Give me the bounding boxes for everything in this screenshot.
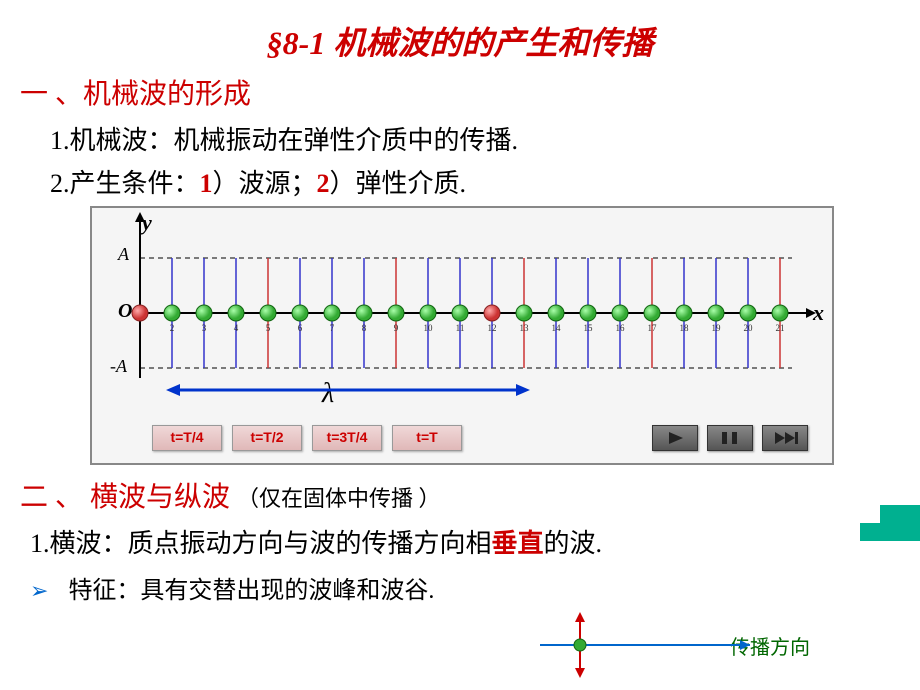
time-button[interactable]: t=3T/4 xyxy=(312,425,382,451)
transverse-wave-def: 1.横波：质点振动方向与波的传播方向相垂直的波. xyxy=(30,523,920,560)
definition-2: 2.产生条件：1）波源；2）弹性介质. xyxy=(50,163,920,200)
svg-text:14: 14 xyxy=(552,323,562,333)
propagation-diagram xyxy=(520,610,780,680)
svg-text:6: 6 xyxy=(298,323,303,333)
svg-text:5: 5 xyxy=(266,323,271,333)
definition-1: 1.机械波：机械振动在弹性介质中的传播. xyxy=(50,120,920,157)
svg-text:19: 19 xyxy=(712,323,722,333)
svg-text:7: 7 xyxy=(330,323,335,333)
svg-text:11: 11 xyxy=(456,323,465,333)
svg-text:20: 20 xyxy=(744,323,754,333)
svg-text:13: 13 xyxy=(520,323,530,333)
feature-line: ➢ 特征：具有交替出现的波峰和波谷. xyxy=(30,570,920,605)
svg-text:10: 10 xyxy=(424,323,434,333)
wave-diagram: y A O -A x λ 234567891011121314151617181… xyxy=(90,206,834,465)
section-1-heading: 一 、机械波的形成 xyxy=(20,72,920,112)
svg-text:16: 16 xyxy=(616,323,626,333)
page-title: §8-1 机械波的的产生和传播 xyxy=(0,0,920,64)
line2-num2: 2 xyxy=(317,169,330,198)
line2-prefix: 2.产生条件： xyxy=(50,169,200,198)
nav-shape[interactable] xyxy=(860,505,920,550)
svg-text:18: 18 xyxy=(680,323,690,333)
section2-note: （仅在固体中传播 ） xyxy=(237,486,441,511)
svg-text:15: 15 xyxy=(584,323,594,333)
line3-red: 垂直 xyxy=(492,529,544,558)
play-button[interactable] xyxy=(652,425,698,451)
svg-text:21: 21 xyxy=(776,323,785,333)
svg-text:3: 3 xyxy=(202,323,207,333)
svg-text:17: 17 xyxy=(648,323,658,333)
time-button[interactable]: t=T xyxy=(392,425,462,451)
svg-text:2: 2 xyxy=(170,323,175,333)
svg-text:9: 9 xyxy=(394,323,399,333)
svg-text:4: 4 xyxy=(234,323,239,333)
pause-button[interactable] xyxy=(707,425,753,451)
next-button[interactable] xyxy=(762,425,808,451)
line2-text1: ）波源； xyxy=(213,169,317,198)
feature-text: 特征：具有交替出现的波峰和波谷. xyxy=(68,578,434,604)
line2-num1: 1 xyxy=(200,169,213,198)
svg-text:8: 8 xyxy=(362,323,367,333)
wave-svg: 2 3 4 5 6 7 8 9 10 11 12 13 14 15 16 17 18 19 20 21 xyxy=(92,208,832,418)
section-2-heading: 二 、 横波与纵波 （仅在固体中传播 ） xyxy=(20,475,920,515)
time-button[interactable]: t=T/2 xyxy=(232,425,302,451)
time-button[interactable]: t=T/4 xyxy=(152,425,222,451)
line2-text2: ）弹性介质. xyxy=(330,169,467,198)
svg-text:12: 12 xyxy=(488,323,497,333)
section2-title: 二 、 横波与纵波 xyxy=(20,482,230,513)
line3-prefix: 1.横波：质点振动方向与波的传播方向相 xyxy=(30,529,492,558)
bullet-icon: ➢ xyxy=(30,578,48,603)
line3-suffix: 的波. xyxy=(544,529,603,558)
